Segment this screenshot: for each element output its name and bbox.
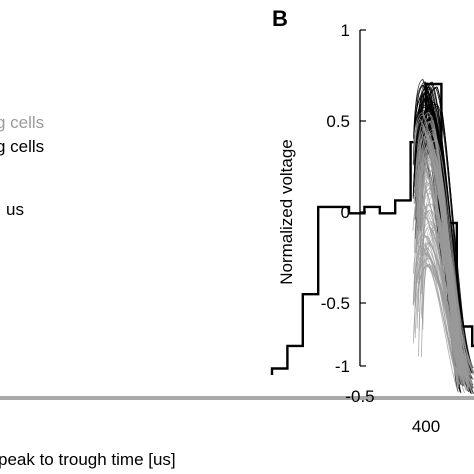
waveform-trace: [414, 125, 473, 384]
legend-entry-gray: g cells: [0, 113, 44, 132]
waveform-panel: B 1 0.5 0 -0.5 -1 -0.5 Normalized voltag…: [272, 6, 474, 406]
panel-label-b: B: [272, 6, 288, 31]
waveform-trace: [413, 253, 470, 373]
histogram-panel: 400 600 peak to trough time [us] g cells…: [0, 82, 474, 469]
x-tick-label-400: 400: [412, 417, 440, 436]
waveform-traces-gray: [412, 112, 474, 395]
annotation-text: us: [6, 200, 24, 219]
waveform-trace: [419, 119, 460, 377]
legend-entry-black: g cells: [0, 137, 44, 156]
waveform-trace: [418, 147, 470, 388]
y-axis-label: Normalized voltage: [277, 139, 296, 285]
x-axis-label: peak to trough time [us]: [0, 450, 176, 469]
waveform-trace: [414, 265, 459, 393]
waveform-trace: [419, 221, 474, 368]
waveform-trace: [416, 136, 463, 369]
y-tick-label-0.5: 0.5: [326, 112, 350, 131]
waveform-trace: [418, 226, 466, 394]
waveform-trace: [415, 153, 460, 386]
waveform-trace: [417, 134, 474, 386]
waveform-trace: [412, 265, 473, 390]
waveform-trace: [414, 98, 474, 369]
y-tick-label-neg1: -1: [335, 357, 350, 376]
waveform-trace: [417, 192, 469, 381]
y-tick-label-0: 0: [341, 203, 350, 222]
y-tick-label-1: 1: [341, 21, 350, 40]
y-tick-label-neg0.5: -0.5: [321, 294, 350, 313]
waveform-trace: [413, 182, 465, 384]
x-tick-label-neg0.5: -0.5: [345, 387, 374, 406]
